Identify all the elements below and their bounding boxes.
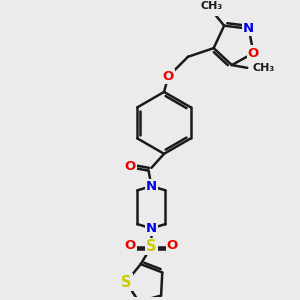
Text: O: O [248, 46, 259, 59]
Text: N: N [243, 22, 254, 35]
Text: O: O [167, 239, 178, 252]
Text: CH₃: CH₃ [253, 63, 275, 73]
Text: N: N [146, 222, 157, 235]
Text: S: S [121, 274, 131, 290]
Text: N: N [146, 180, 157, 193]
Text: O: O [125, 160, 136, 173]
Text: O: O [125, 239, 136, 252]
Text: S: S [146, 239, 157, 254]
Text: CH₃: CH₃ [200, 1, 223, 11]
Text: O: O [163, 70, 174, 83]
